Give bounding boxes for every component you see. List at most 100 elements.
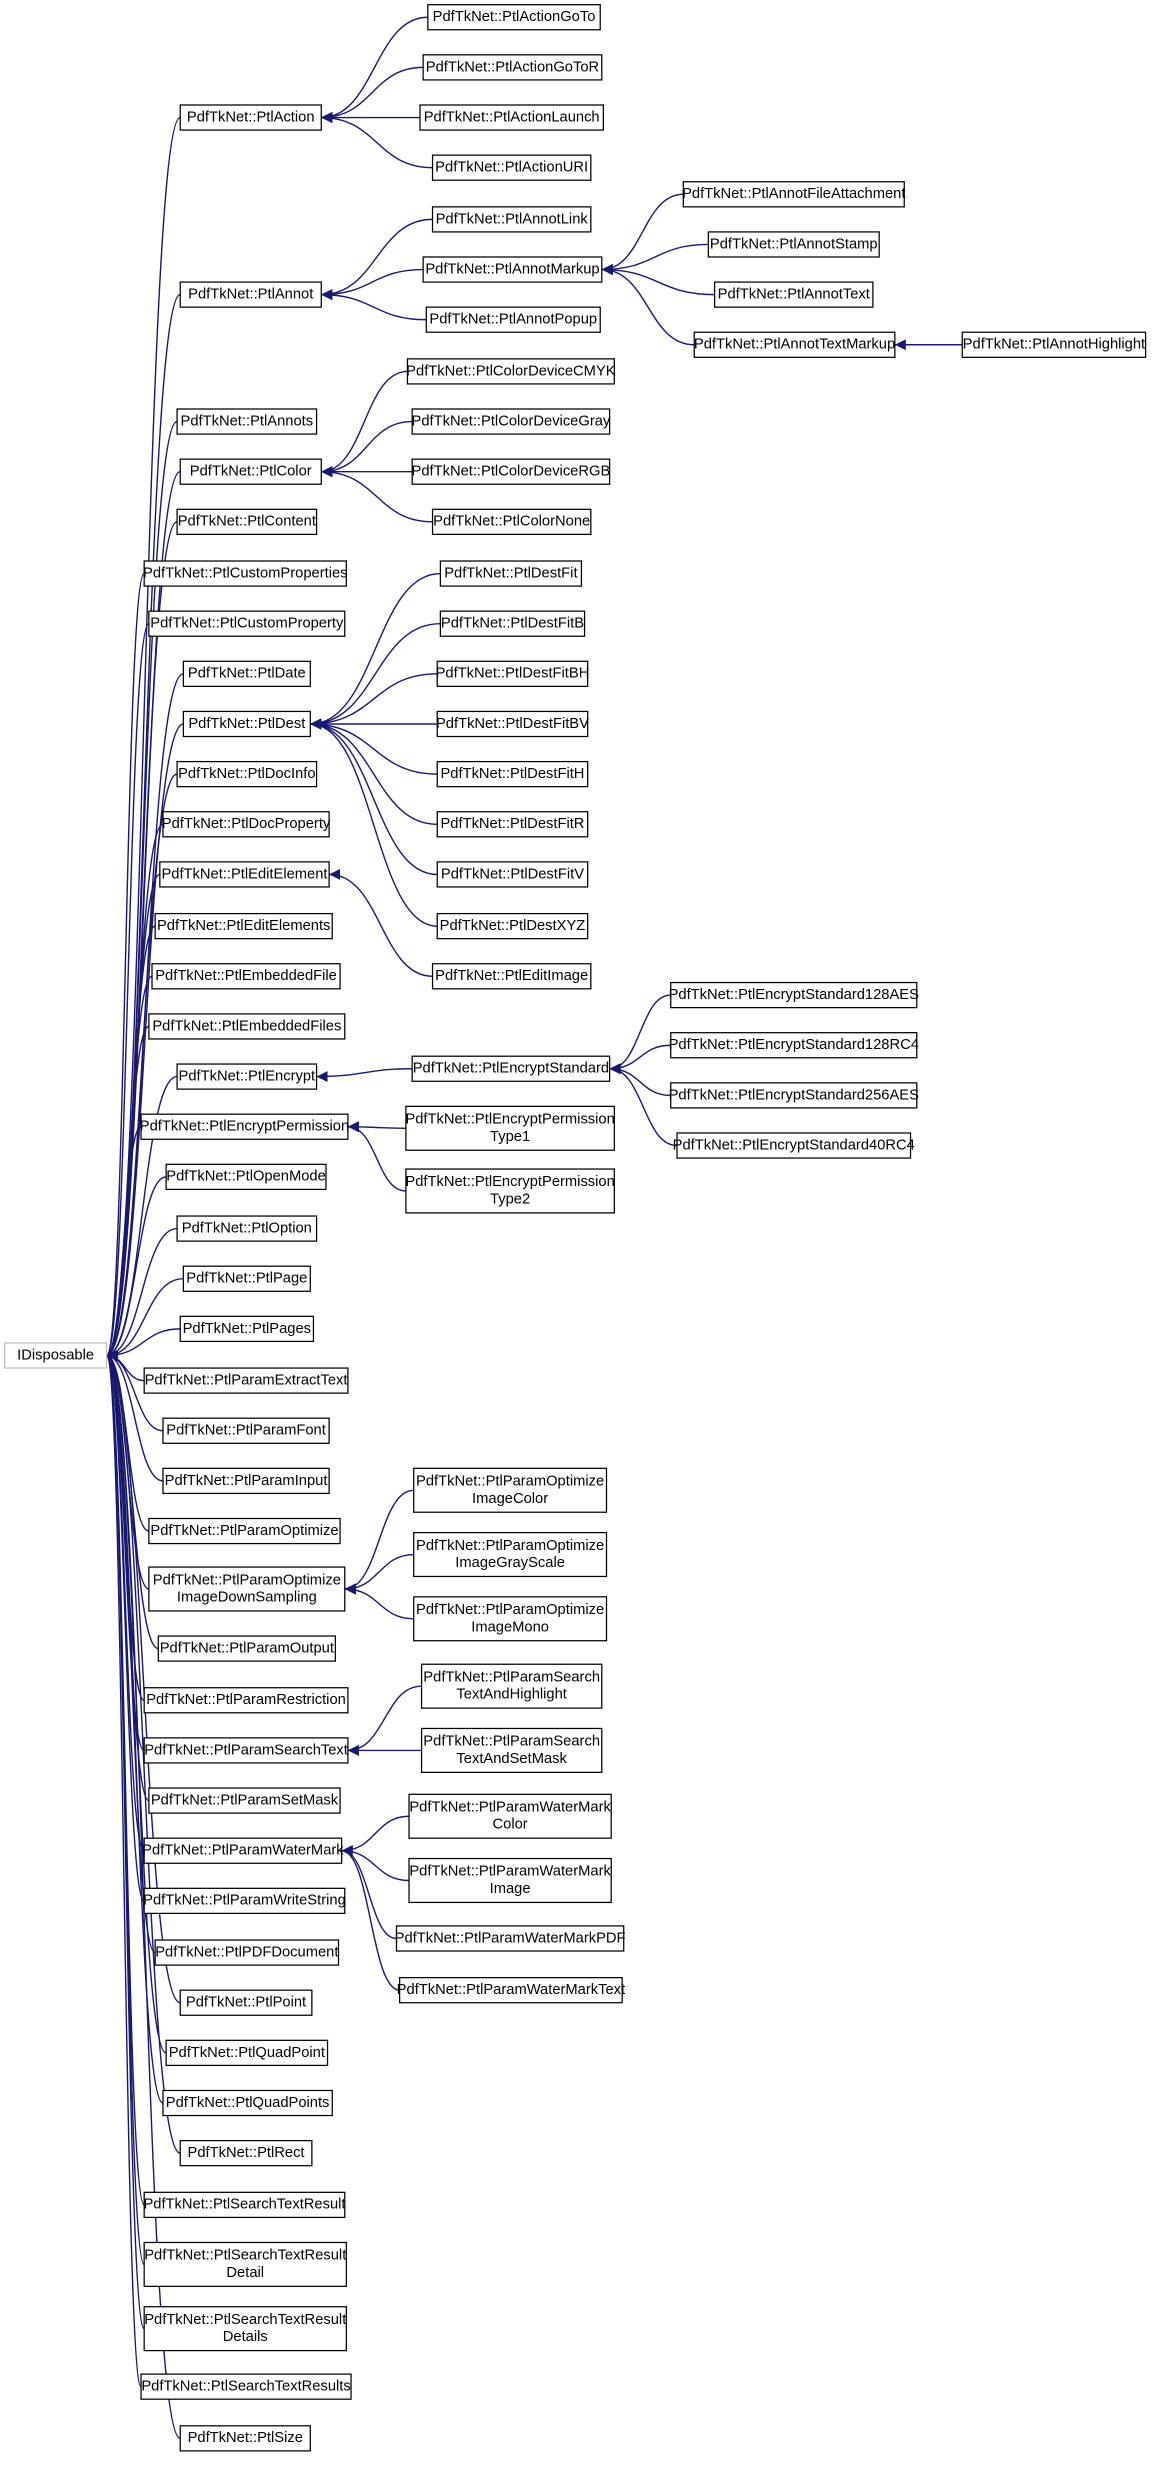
class-node[interactable]: PdfTkNet::PtlAnnotStamp: [707, 231, 880, 258]
class-node[interactable]: PdfTkNet::PtlContent: [176, 508, 318, 535]
class-node[interactable]: PdfTkNet::PtlAnnotLink: [431, 206, 592, 233]
class-node[interactable]: PdfTkNet::PtlAnnotFileAttachment: [682, 181, 905, 208]
class-node[interactable]: PdfTkNet::PtlParamWaterMarkPDF: [395, 1925, 626, 1952]
node-box: [143, 2241, 347, 2287]
class-node[interactable]: PdfTkNet::PtlDestFitB: [439, 610, 586, 637]
class-node[interactable]: PdfTkNet::PtlCustomProperty: [148, 610, 346, 637]
class-node[interactable]: PdfTkNet::PtlEncryptStandard40RC4: [673, 1132, 915, 1159]
class-node[interactable]: PdfTkNet::PtlParamSearchText: [143, 1737, 349, 1764]
class-node[interactable]: PdfTkNet::PtlParamFont: [162, 1417, 330, 1444]
node-label: PdfTkNet::PtlParamExtractText: [145, 1372, 348, 1388]
class-node[interactable]: PdfTkNet::PtlParamWaterMarkText: [397, 1977, 625, 2004]
class-node[interactable]: IDisposable: [4, 1342, 108, 1369]
class-node[interactable]: PdfTkNet::PtlColor: [179, 458, 322, 485]
class-node[interactable]: PdfTkNet::PtlParamOptimize: [148, 1517, 341, 1545]
node-label: PdfTkNet::PtlEncryptStandard128AES: [669, 987, 920, 1003]
class-node[interactable]: PdfTkNet::PtlDocInfo: [176, 760, 318, 788]
class-node[interactable]: PdfTkNet::PtlParamInput: [162, 1467, 330, 1495]
class-node[interactable]: PdfTkNet::PtlDestFitH: [436, 760, 589, 788]
class-node[interactable]: PdfTkNet::PtlParamOutput: [157, 1635, 337, 1662]
class-node[interactable]: PdfTkNet::PtlDocProperty: [162, 811, 331, 838]
class-node[interactable]: PdfTkNet::PtlEditElements: [154, 912, 333, 940]
class-node[interactable]: PdfTkNet::PtlPDFDocument: [154, 1939, 340, 1966]
class-node[interactable]: PdfTkNet::PtlAnnots: [176, 408, 318, 435]
class-node[interactable]: PdfTkNet::PtlDestFitBV: [436, 710, 589, 738]
node-box: [436, 861, 589, 888]
class-node[interactable]: PdfTkNet::PtlSearchTextResults: [140, 2373, 352, 2400]
node-box: [179, 281, 322, 308]
class-node[interactable]: PdfTkNet::PtlAnnotTextMarkup: [693, 331, 896, 358]
class-node[interactable]: PdfTkNet::PtlEmbeddedFile: [151, 963, 341, 990]
class-node[interactable]: PdfTkNet::PtlDestXYZ: [436, 912, 589, 940]
class-node[interactable]: PdfTkNet::PtlDestFitR: [436, 811, 589, 838]
class-node[interactable]: PdfTkNet::PtlActionLaunch: [419, 104, 604, 131]
class-node[interactable]: PdfTkNet::PtlAnnotPopup: [425, 306, 601, 333]
class-node[interactable]: PdfTkNet::PtlParamWriteString: [143, 1887, 346, 1915]
class-node[interactable]: PdfTkNet::PtlEncryptPermission: [140, 1113, 349, 1140]
class-node[interactable]: PdfTkNet::PtlSize: [179, 2425, 311, 2452]
class-node[interactable]: PdfTkNet::PtlOpenMode: [165, 1163, 327, 1191]
node-box: [165, 1163, 327, 1191]
class-node[interactable]: PdfTkNet::PtlPages: [179, 1315, 315, 1343]
class-node[interactable]: PdfTkNet::PtlEmbeddedFiles: [148, 1013, 346, 1040]
class-node[interactable]: PdfTkNet::PtlActionGoTo: [427, 4, 601, 31]
class-node[interactable]: PdfTkNet::PtlDestFitV: [436, 861, 589, 888]
class-node[interactable]: PdfTkNet::PtlActionGoToR: [422, 54, 603, 81]
class-node[interactable]: PdfTkNet::PtlEncryptStandard128AES: [669, 981, 920, 1009]
class-node[interactable]: PdfTkNet::PtlDest: [182, 710, 311, 738]
node-label: PdfTkNet::PtlSearchTextResult: [144, 2312, 346, 2328]
class-node[interactable]: PdfTkNet::PtlDestFit: [439, 560, 583, 587]
class-node[interactable]: PdfTkNet::PtlSearchTextResult: [143, 2191, 346, 2219]
class-node[interactable]: PdfTkNet::PtlParamOptimizeImageDownSampl…: [148, 1566, 346, 1612]
class-node[interactable]: PdfTkNet::PtlAnnotMarkup: [422, 256, 603, 283]
class-node[interactable]: PdfTkNet::PtlAnnotText: [714, 281, 874, 308]
inheritance-edge: [310, 572, 441, 730]
class-node[interactable]: PdfTkNet::PtlPoint: [179, 1989, 313, 2016]
inheritance-edge: [310, 622, 441, 730]
class-node[interactable]: PdfTkNet::PtlDate: [182, 660, 311, 688]
class-node[interactable]: PdfTkNet::PtlColorDeviceRGB: [412, 458, 611, 485]
class-node[interactable]: PdfTkNet::PtlAction: [179, 104, 322, 131]
inheritance-edge: [329, 868, 433, 977]
node-box: [436, 811, 589, 838]
class-node[interactable]: PdfTkNet::PtlEncryptStandard128RC4: [669, 1032, 919, 1059]
class-node[interactable]: PdfTkNet::PtlColorDeviceCMYK: [406, 358, 616, 385]
class-node[interactable]: PdfTkNet::PtlColorDeviceGray: [412, 408, 611, 435]
node-label: PdfTkNet::PtlParamSearch: [423, 1669, 600, 1685]
class-node[interactable]: PdfTkNet::PtlActionURI: [431, 154, 592, 181]
class-node[interactable]: PdfTkNet::PtlQuadPoints: [162, 2089, 333, 2117]
node-label: Type2: [490, 1191, 530, 1207]
class-node[interactable]: PdfTkNet::PtlAnnotHighlight: [961, 331, 1147, 358]
class-node[interactable]: PdfTkNet::PtlPage: [182, 1265, 311, 1292]
class-node[interactable]: PdfTkNet::PtlRect: [179, 2139, 313, 2167]
class-node[interactable]: PdfTkNet::PtlParamRestriction: [143, 1687, 349, 1714]
class-node[interactable]: PdfTkNet::PtlDestFitBH: [436, 660, 590, 688]
class-node[interactable]: PdfTkNet::PtlOption: [176, 1215, 318, 1242]
class-node[interactable]: PdfTkNet::PtlParamSetMask: [148, 1787, 341, 1814]
class-node[interactable]: PdfTkNet::PtlEditImage: [431, 963, 592, 990]
class-node[interactable]: PdfTkNet::PtlEncryptStandard256AES: [669, 1082, 920, 1109]
class-node[interactable]: PdfTkNet::PtlAnnot: [179, 281, 322, 308]
class-node[interactable]: PdfTkNet::PtlCustomProperties: [143, 560, 348, 587]
class-node[interactable]: PdfTkNet::PtlParamExtractText: [143, 1367, 349, 1394]
class-node[interactable]: PdfTkNet::PtlColorNone: [431, 508, 592, 535]
class-node[interactable]: PdfTkNet::PtlEncrypt: [176, 1063, 318, 1090]
class-node[interactable]: PdfTkNet::PtlEncryptStandard: [411, 1055, 611, 1082]
class-node[interactable]: PdfTkNet::PtlQuadPoint: [165, 2039, 329, 2067]
class-node[interactable]: PdfTkNet::PtlEditElement: [159, 861, 330, 888]
class-node[interactable]: PdfTkNet::PtlParamWaterMark: [142, 1837, 344, 1864]
node-label: PdfTkNet::PtlCustomProperty: [150, 616, 344, 632]
inheritance-edge: [321, 466, 433, 523]
inheritance-edge: [321, 66, 424, 124]
